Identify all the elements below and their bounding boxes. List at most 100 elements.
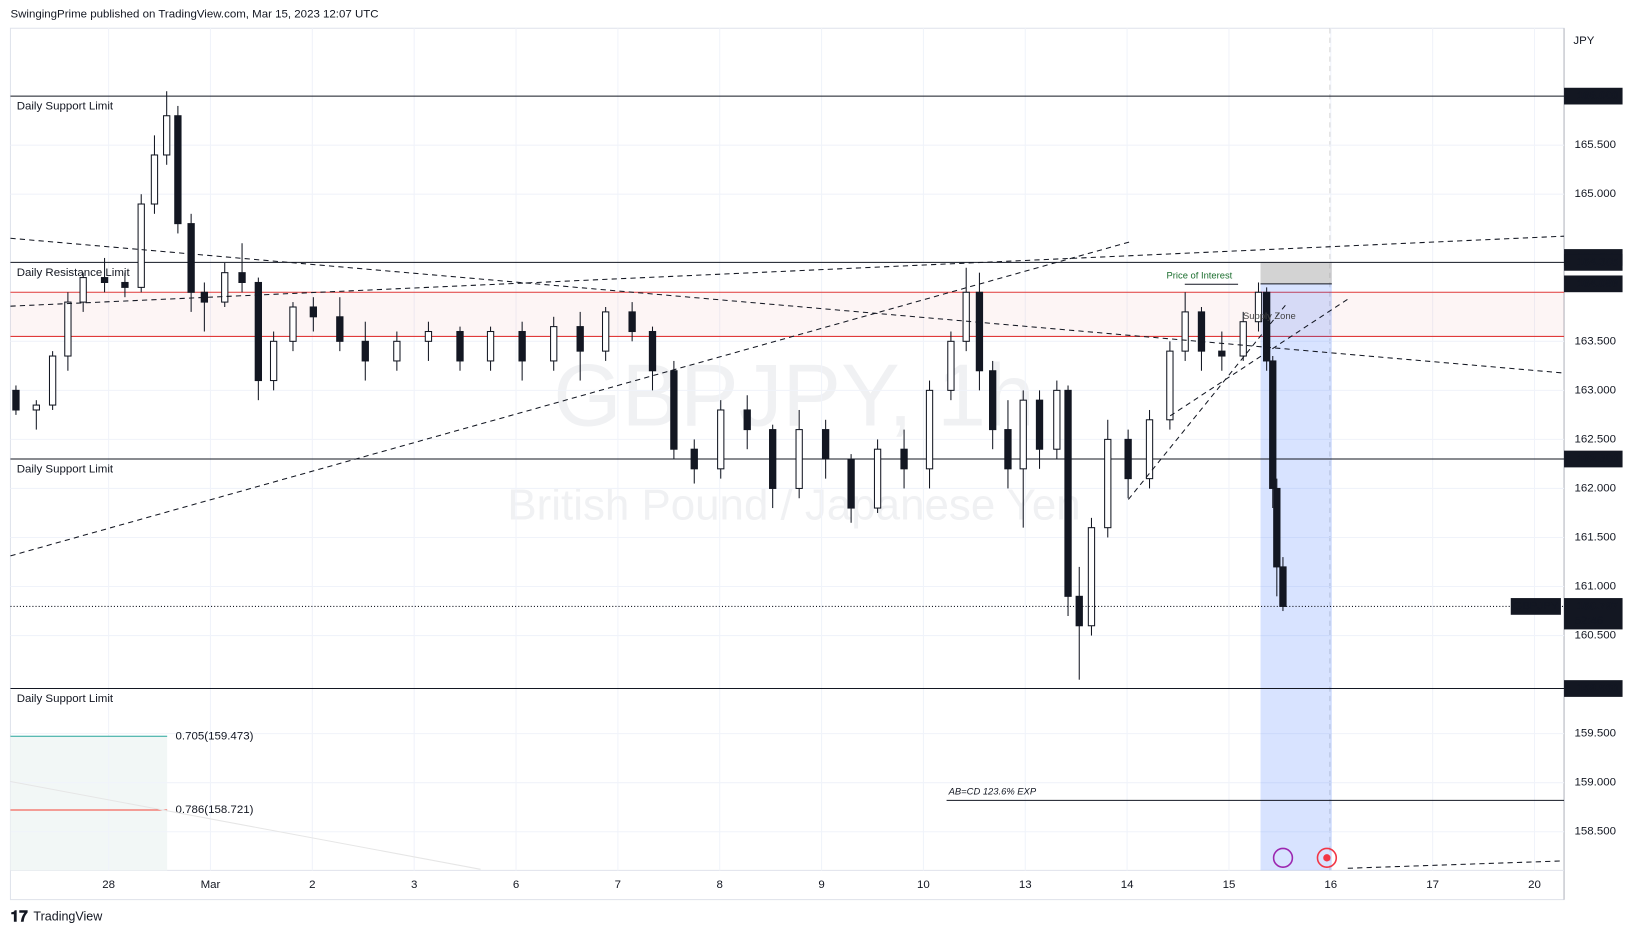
price-label: 166.000 <box>1577 90 1619 102</box>
candle-body <box>1239 321 1247 357</box>
candle-body <box>962 291 970 342</box>
x-tick-label: 3 <box>411 879 417 891</box>
fib-trend <box>10 781 481 870</box>
annotation: Price of Interest <box>1167 269 1233 280</box>
candle-body <box>174 115 182 225</box>
candle-body <box>601 311 610 352</box>
x-tick-label: 9 <box>818 879 824 891</box>
candle-body <box>1145 419 1154 480</box>
trend-line <box>10 240 1132 557</box>
x-tick-label: 28 <box>102 879 115 891</box>
candle-body <box>1124 438 1132 480</box>
candle-body <box>163 115 171 156</box>
price-label-box <box>1564 598 1623 630</box>
trend-line <box>1347 860 1562 869</box>
candle-body <box>361 340 369 362</box>
x-tick-label: 13 <box>1019 879 1032 891</box>
candle-body <box>309 306 318 318</box>
record-dot <box>1323 854 1331 862</box>
candle-body <box>1254 291 1263 323</box>
candle-body <box>873 448 882 509</box>
header: SwingingPrime published on TradingView.c… <box>10 9 378 21</box>
price-label-box <box>1564 254 1623 271</box>
candle-body <box>100 277 109 283</box>
x-tick-label: Mar <box>201 879 221 891</box>
candle-body <box>137 203 145 288</box>
candle-body <box>989 370 997 431</box>
trend-line <box>1127 302 1288 500</box>
x-tick-label: 7 <box>615 879 621 891</box>
candle-body <box>518 330 526 362</box>
level-label: Daily Resistance Limit <box>17 267 131 279</box>
candle-body <box>424 330 433 342</box>
y-tick-label: 158.500 <box>1574 826 1616 838</box>
fib-label: 0.786(158.721) <box>176 804 254 816</box>
position-stop <box>1260 262 1332 284</box>
price-label: 159.960 <box>1577 683 1619 695</box>
record-icon[interactable] <box>1316 847 1338 869</box>
y-tick-label: 159.000 <box>1574 777 1616 789</box>
price-label: 164.305 <box>1577 256 1619 268</box>
candle-body <box>847 458 855 509</box>
x-tick-label: 14 <box>1121 879 1134 891</box>
candle-body <box>238 272 246 283</box>
candle-body <box>690 448 698 470</box>
candle-body <box>717 409 725 470</box>
candle-body <box>743 409 751 431</box>
candle-body <box>628 311 636 333</box>
candle-body <box>1053 389 1061 450</box>
y-tick-label: 163.000 <box>1574 384 1616 396</box>
candle-body <box>12 389 20 411</box>
candle-body <box>769 429 777 489</box>
annotation: Supply Zone <box>1243 310 1296 321</box>
candle-body <box>1166 350 1174 421</box>
symbol-box <box>1510 598 1561 615</box>
candle-body <box>1075 595 1083 627</box>
x-tick-label: 20 <box>1528 879 1541 891</box>
level-label: Daily Support Limit <box>17 693 114 705</box>
candle-body <box>576 326 584 352</box>
candle-body <box>269 340 278 382</box>
data-layer: 158.500 159.000 159.500 160.500 161.000 161.5… <box>10 28 1623 891</box>
candle-body <box>456 330 464 362</box>
x-tick-label: 17 <box>1426 879 1439 891</box>
candle-body <box>254 281 263 382</box>
x-tick-label: 16 <box>1324 879 1337 891</box>
x-tick-label: 15 <box>1223 879 1236 891</box>
candle-body <box>1035 399 1044 450</box>
candle-body <box>795 429 803 489</box>
y-tick-label: 162.000 <box>1574 482 1616 494</box>
zone <box>10 292 1565 337</box>
candle-body <box>1273 487 1281 568</box>
candle-body <box>1269 360 1277 489</box>
y-tick-label: 161.000 <box>1574 581 1616 593</box>
y-tick-label: 165.000 <box>1574 188 1616 200</box>
candle-body <box>79 277 87 303</box>
y-tick-label: 165.500 <box>1574 139 1616 151</box>
y-tick-label: 161.500 <box>1574 532 1616 544</box>
price-label: 162.300 <box>1577 453 1619 465</box>
candle-body <box>289 306 297 342</box>
candle-body <box>1104 438 1112 529</box>
alert-icon[interactable] <box>1272 847 1294 869</box>
level-label: Daily Support Limit <box>17 101 114 113</box>
candle-body <box>550 326 558 362</box>
annotation: AB=CD 123.6% EXP <box>948 785 1037 796</box>
candle-body <box>1279 566 1287 607</box>
fib-area <box>10 736 168 871</box>
candle-body <box>486 330 495 362</box>
trend-lines <box>10 235 1565 869</box>
candle-body <box>900 448 908 470</box>
price-label: 164.086 <box>1577 278 1619 290</box>
candle-body <box>1197 311 1206 352</box>
x-tick-label: 8 <box>717 879 723 891</box>
trend-line <box>1169 297 1351 417</box>
watermark: GBPJPY, 1h <box>553 346 1034 444</box>
footer: TradingView <box>33 910 103 924</box>
y-tick-label: 162.500 <box>1574 433 1616 445</box>
fib-label: 0.705(159.473) <box>176 730 254 742</box>
countdown: 52:46 <box>1574 615 1603 627</box>
price-label-box <box>1564 87 1623 105</box>
